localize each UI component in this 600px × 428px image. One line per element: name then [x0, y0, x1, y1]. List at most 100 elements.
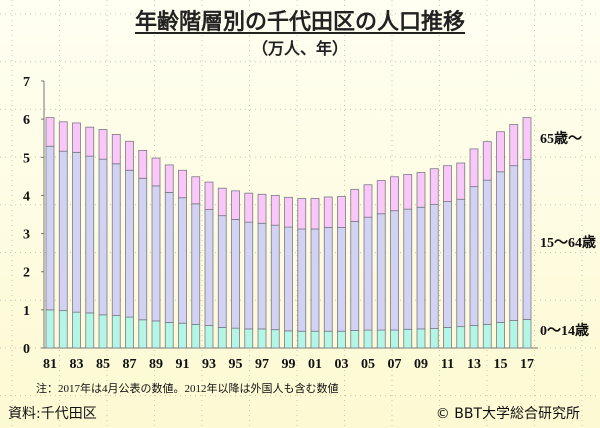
bar-segment-working [111, 163, 121, 316]
chart-title: 年齢階層別の千代田区の人口推移 [0, 4, 600, 36]
bar-segment-working [297, 228, 307, 332]
bar-segment-young [125, 316, 134, 349]
x-tick-label: 95 [229, 357, 243, 372]
bar-segment-young [337, 330, 346, 349]
bar-segment-working [257, 222, 267, 330]
y-tick-label: 0 [23, 342, 30, 357]
bar-segment-young [178, 322, 187, 349]
bar-segment-young [244, 328, 254, 349]
bar-segment-elderly [98, 129, 108, 160]
bar-segment-young [58, 310, 68, 349]
bar-segment-working [416, 206, 426, 330]
bar-segment-young [217, 327, 227, 349]
x-tick-label: 11 [441, 357, 454, 372]
x-tick-label: 81 [43, 357, 57, 372]
bar-segment-elderly [350, 188, 360, 222]
bar-segment-elderly [85, 126, 95, 157]
x-tick-label: 09 [414, 357, 428, 372]
bar-segment-young [310, 330, 320, 349]
bar-segment-working [496, 171, 505, 323]
y-tick-label: 4 [23, 189, 30, 204]
bar-segment-young [111, 315, 121, 349]
bar-segment-working [456, 198, 466, 328]
bar-segment-elderly [469, 148, 479, 188]
bar-segment-elderly [297, 198, 307, 230]
bar-segment-young [443, 327, 452, 349]
bar-segment-elderly [509, 124, 519, 167]
x-tick-label: 17 [520, 357, 534, 372]
bar-segment-elderly [58, 121, 68, 152]
x-tick-label: 05 [361, 357, 375, 372]
bar-segment-young [98, 314, 108, 349]
bar-segment-working [231, 219, 240, 329]
bar-segment-elderly [217, 187, 227, 217]
bar-segment-young [469, 325, 479, 349]
bar-segment-elderly [244, 192, 254, 223]
bar-segment-working [191, 203, 201, 325]
bar-segment-working [270, 224, 280, 331]
bar-segment-elderly [151, 157, 161, 187]
bar-segment-young [509, 320, 519, 349]
bar-segment-elderly [456, 162, 466, 200]
bar-segment-young [72, 311, 81, 349]
x-tick-label: 99 [282, 357, 296, 372]
bar-segment-working [522, 159, 532, 320]
x-tick-label: 83 [70, 357, 84, 372]
bar-segment-working [284, 226, 293, 332]
bar-segment-working [403, 208, 413, 330]
bar-segment-elderly [178, 169, 187, 199]
bar-segment-elderly [164, 164, 174, 193]
bar-segment-elderly [363, 184, 373, 218]
x-tick-label: 07 [388, 357, 402, 372]
x-tick-label: 97 [255, 357, 269, 372]
chart-subtitle: （万人、年） [251, 39, 348, 58]
bar-segment-working [244, 221, 254, 330]
bar-segment-elderly [403, 174, 413, 210]
bar-segment-working [509, 165, 519, 321]
x-tick-label: 91 [176, 357, 190, 372]
x-tick-label: 13 [467, 357, 481, 372]
legend-label-working: 15～64歳 [540, 234, 596, 251]
footnote: 注：2017年は4月公表の数値。2012年以降は外国人も含む数値 [36, 383, 339, 395]
bar-segment-young [482, 323, 492, 349]
bar-segment-young [284, 330, 293, 349]
bar-segment-working [72, 151, 81, 313]
bar-segment-elderly [337, 196, 346, 228]
bar-segment-young [390, 329, 399, 349]
bar-segment-young [45, 309, 55, 349]
bar-segment-young [522, 318, 532, 349]
bar-segment-elderly [284, 196, 293, 228]
bar-segment-young [376, 329, 386, 349]
bar-segment-elderly [270, 195, 280, 226]
bar-segment-elderly [443, 165, 452, 202]
bar-segment-working [390, 210, 399, 331]
bar-segment-working [350, 220, 360, 331]
bar-segment-young [191, 323, 201, 349]
bar-segment-working [98, 158, 108, 316]
bar-segment-working [164, 191, 174, 323]
bar-segment-young [403, 328, 413, 349]
bar-segment-working [58, 150, 68, 312]
bar-segment-young [270, 329, 280, 349]
bar-segment-elderly [125, 140, 134, 171]
source-label: 資料:千代田区 [8, 406, 97, 422]
x-tick-label: 15 [494, 357, 508, 372]
bar-segment-elderly [45, 117, 55, 147]
bar-segment-elderly [310, 198, 320, 230]
y-tick-label: 1 [23, 304, 30, 319]
bar-segment-working [45, 145, 55, 311]
legend-label-elderly: 65歳～ [540, 130, 582, 147]
bar-segment-elderly [429, 168, 439, 205]
bar-segment-elderly [376, 180, 386, 215]
x-tick-label: 85 [96, 357, 110, 372]
bar-segment-working [323, 227, 333, 332]
bar-segment-elderly [522, 117, 532, 160]
bar-segment-young [151, 320, 161, 349]
bar-segment-elderly [231, 190, 240, 220]
copyright-label: © BBT大学総合研究所 [435, 406, 580, 422]
bar-segment-young [164, 322, 174, 349]
bar-segment-working [482, 179, 492, 325]
bar-segment-young [456, 326, 466, 349]
bar-segment-young [496, 322, 505, 349]
bar-segment-young [85, 312, 95, 349]
